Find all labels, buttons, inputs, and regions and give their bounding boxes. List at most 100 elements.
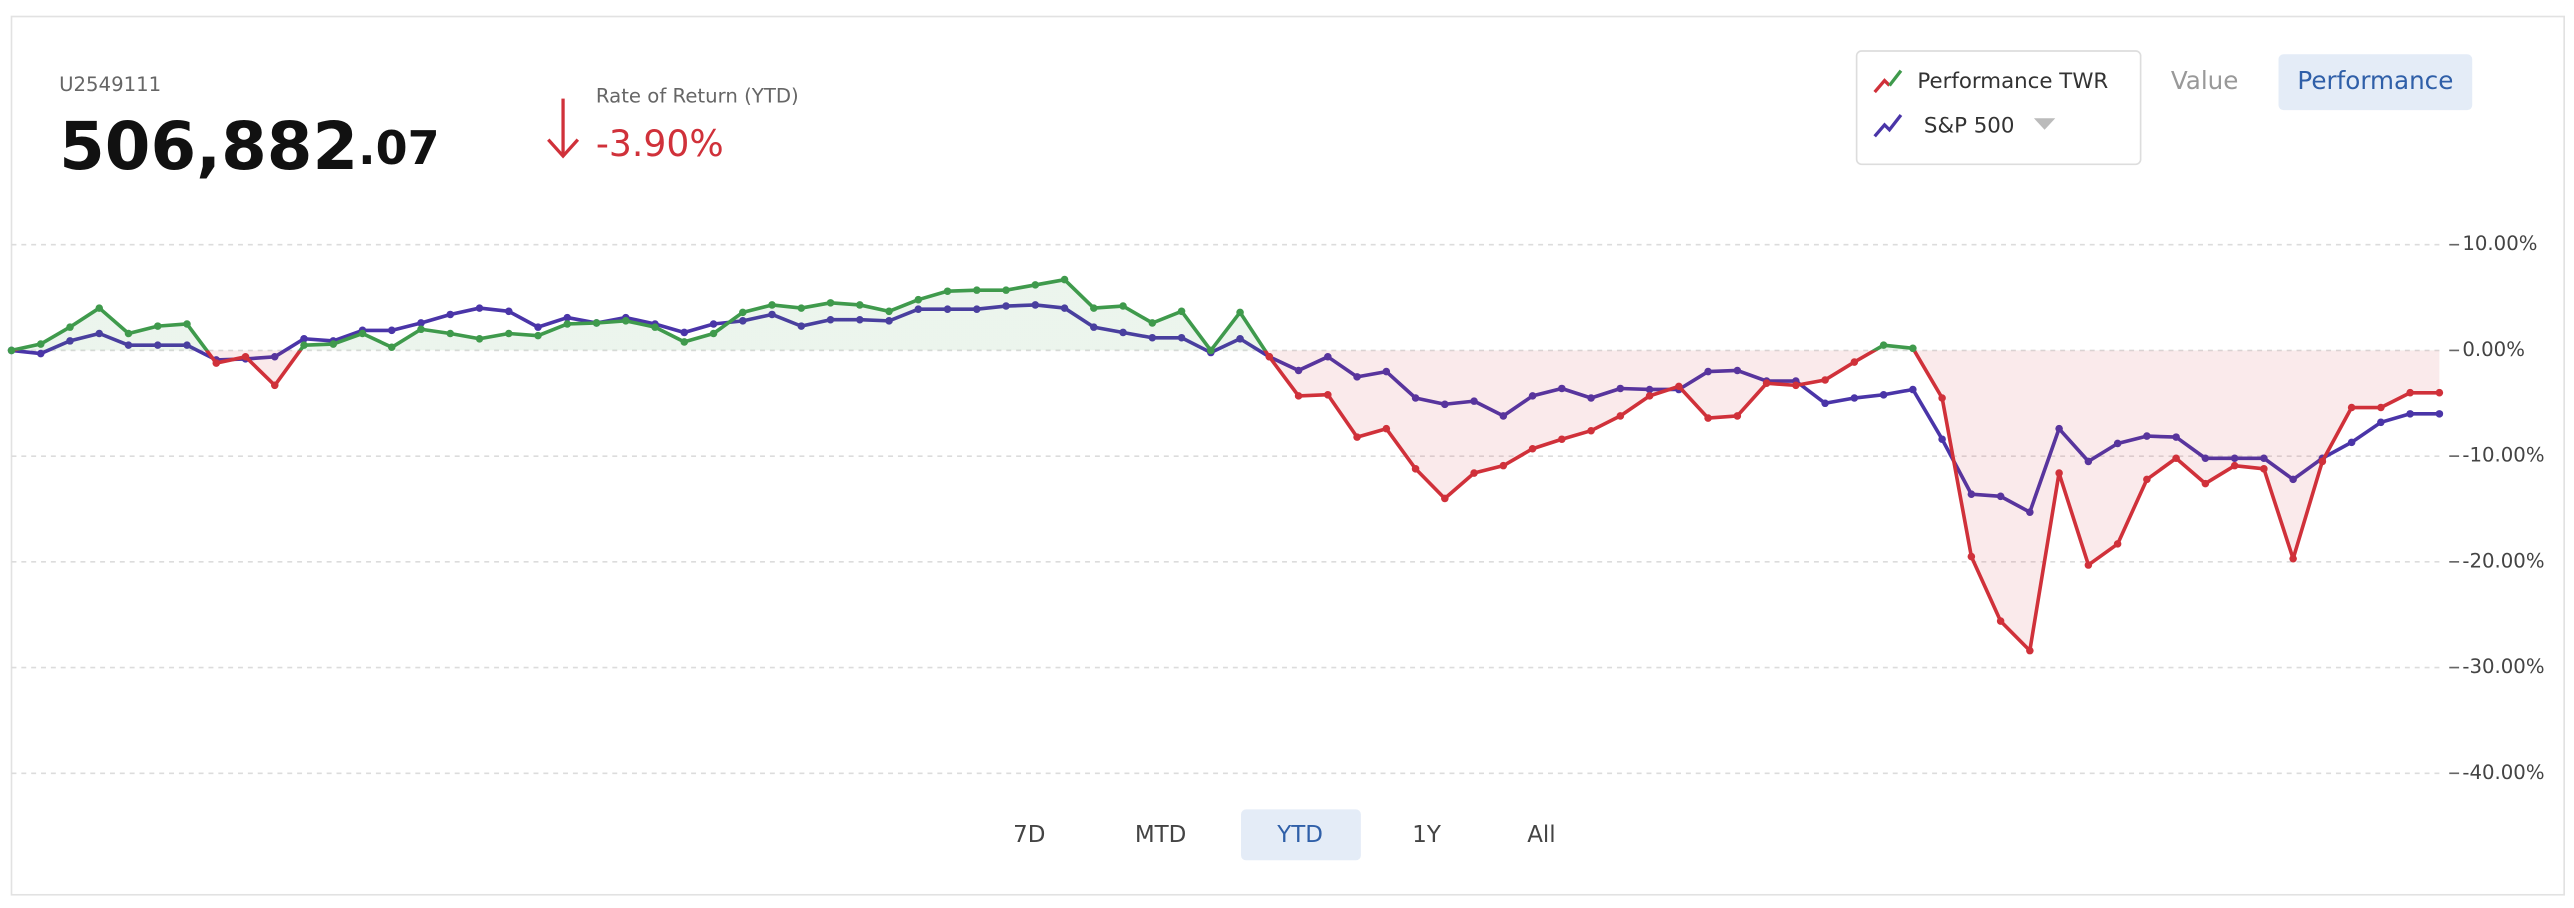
view-tab[interactable]: Performance xyxy=(2297,66,2453,95)
point xyxy=(1558,435,1566,443)
range-button[interactable]: MTD xyxy=(1135,822,1187,848)
point xyxy=(2201,479,2210,488)
account-id: U2549111 xyxy=(59,73,161,96)
point xyxy=(66,323,74,331)
point xyxy=(1236,308,1244,317)
point xyxy=(1909,344,1917,353)
series-line xyxy=(11,277,2440,653)
range-button[interactable]: 1Y xyxy=(1412,822,1442,848)
point xyxy=(2172,454,2180,463)
point xyxy=(622,317,630,325)
y-tick-label: -30.00% xyxy=(2462,655,2544,678)
point xyxy=(1967,552,1976,561)
legend-icon xyxy=(1873,114,1903,138)
area xyxy=(11,279,2440,651)
point xyxy=(2406,388,2414,397)
point xyxy=(95,304,104,312)
point xyxy=(2347,403,2356,412)
dropdown-caret[interactable] xyxy=(2033,118,2056,130)
point xyxy=(358,329,367,338)
point xyxy=(2113,540,2122,548)
point xyxy=(417,325,425,334)
point xyxy=(7,346,16,355)
view-tab[interactable]: Value xyxy=(2171,66,2239,95)
point xyxy=(1821,376,1829,384)
point xyxy=(1879,391,1888,399)
legend-box[interactable] xyxy=(1855,50,2142,166)
point xyxy=(1207,346,1215,355)
account-value: 506,882.07 xyxy=(59,109,439,185)
range-button[interactable]: YTD xyxy=(1276,822,1323,848)
point xyxy=(1353,433,1361,441)
point xyxy=(1470,469,1478,477)
point xyxy=(797,304,806,312)
point xyxy=(2260,465,2268,473)
point xyxy=(1119,302,1127,310)
point xyxy=(1499,461,1508,470)
point xyxy=(1090,304,1098,312)
point xyxy=(1645,392,1654,400)
point xyxy=(475,304,484,312)
point xyxy=(475,335,484,343)
point xyxy=(1265,352,1274,361)
legend-icon xyxy=(1888,69,1903,87)
point xyxy=(329,340,338,348)
point xyxy=(1850,394,1859,402)
point xyxy=(1733,412,1742,420)
point xyxy=(563,313,572,322)
point xyxy=(2347,438,2356,447)
point xyxy=(592,319,601,327)
point xyxy=(183,320,191,328)
point xyxy=(1996,617,2005,625)
point xyxy=(36,340,45,348)
point xyxy=(1441,494,1449,503)
point xyxy=(1879,341,1888,349)
point xyxy=(387,326,396,335)
point xyxy=(1324,391,1332,399)
point xyxy=(973,286,981,294)
point xyxy=(2289,554,2297,563)
point xyxy=(1382,424,1391,433)
return-label: Rate of Return (YTD) xyxy=(596,84,799,107)
point xyxy=(680,328,689,337)
range-button[interactable]: 7D xyxy=(1013,822,1045,848)
y-tick-label: -10.00% xyxy=(2462,444,2544,467)
point xyxy=(1909,385,1917,394)
point xyxy=(2435,410,2444,418)
point xyxy=(1616,412,1625,420)
point xyxy=(1031,281,1040,289)
point xyxy=(651,323,659,331)
point xyxy=(1528,444,1537,453)
point xyxy=(417,319,425,327)
point xyxy=(2377,418,2385,427)
value-main: 506,882 xyxy=(59,109,358,185)
point xyxy=(446,310,455,319)
point xyxy=(1060,275,1069,284)
point xyxy=(1792,381,1800,390)
point xyxy=(2055,469,2063,477)
point xyxy=(300,335,308,343)
point xyxy=(534,323,542,331)
range-button[interactable]: All xyxy=(1527,822,1555,848)
point xyxy=(856,301,864,309)
point xyxy=(153,322,162,330)
point xyxy=(1148,319,1157,327)
range-active-bg[interactable] xyxy=(1241,809,1361,861)
point xyxy=(1850,358,1859,366)
point xyxy=(1294,392,1303,400)
view-tab-active-bg[interactable] xyxy=(2278,54,2473,111)
down-arrow xyxy=(547,98,580,159)
point xyxy=(2406,410,2414,418)
point xyxy=(1821,399,1829,408)
point xyxy=(885,307,893,316)
point xyxy=(300,341,308,349)
point xyxy=(270,381,279,390)
point xyxy=(124,329,133,338)
point xyxy=(36,349,45,358)
point xyxy=(1177,307,1186,316)
point xyxy=(1938,394,1946,402)
point xyxy=(739,308,747,317)
point xyxy=(387,343,396,352)
point xyxy=(2435,388,2444,397)
